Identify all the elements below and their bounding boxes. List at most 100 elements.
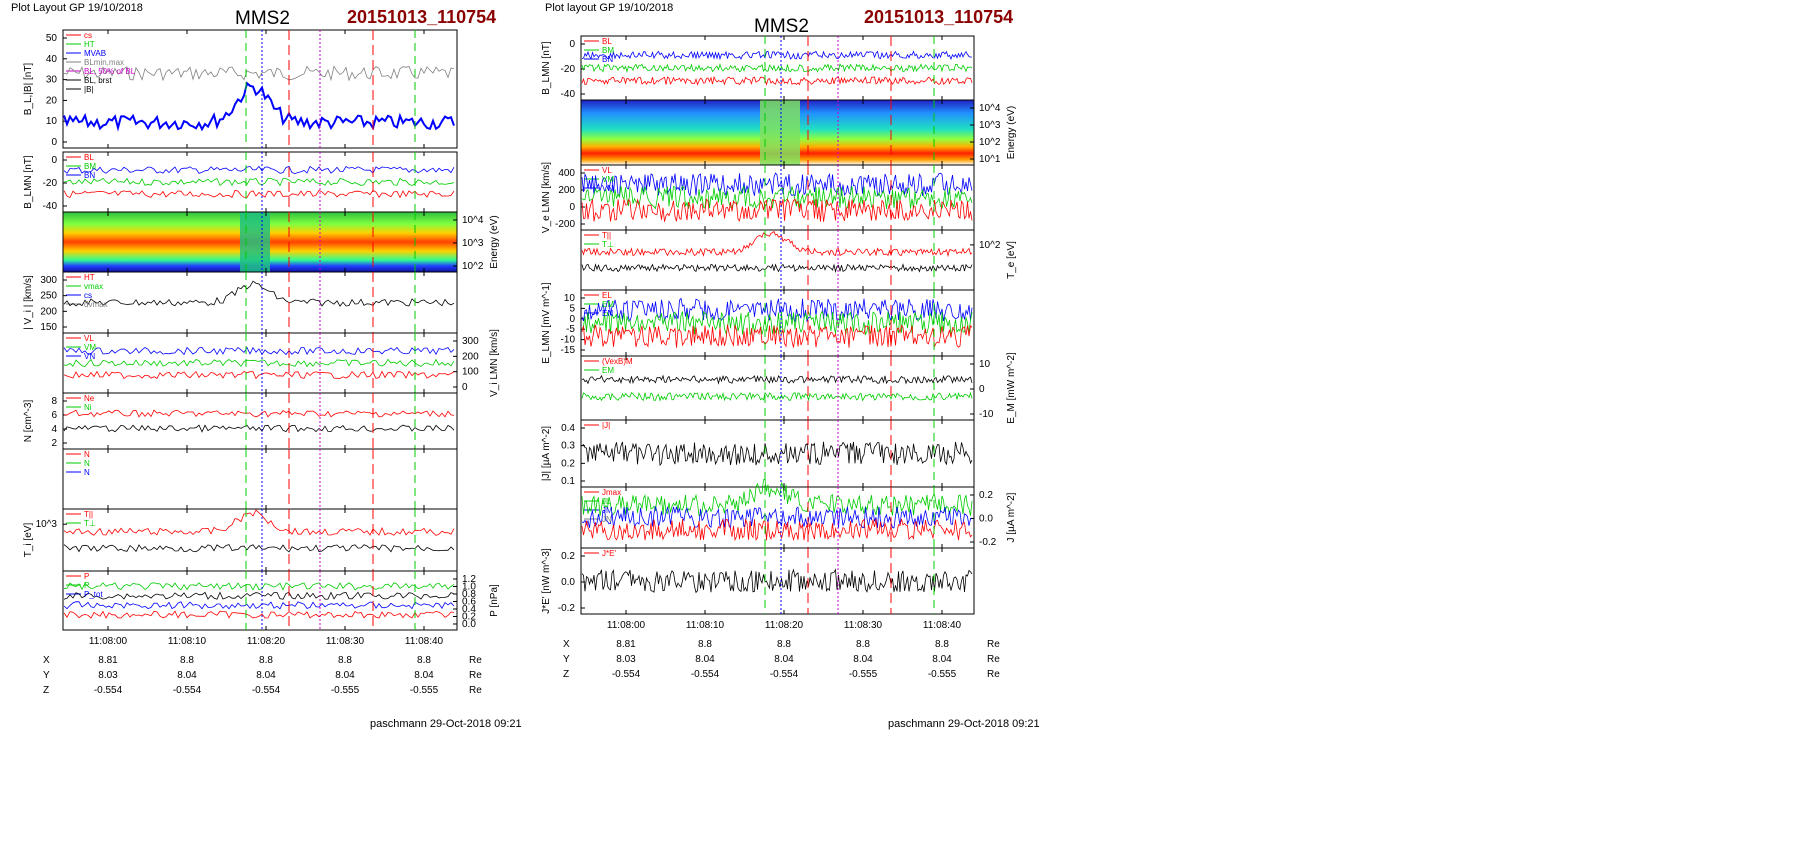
legend-entry: HT bbox=[84, 273, 95, 282]
ephem-value: -0.555 bbox=[410, 685, 439, 696]
ephem-label: Z bbox=[563, 669, 569, 680]
time-label: 11:08:40 bbox=[923, 620, 962, 631]
y-axis-label: B_L,|B| [nT] bbox=[23, 63, 34, 116]
y-tick-label: -40 bbox=[43, 201, 58, 212]
y-tick-label: 0.6 bbox=[462, 597, 476, 608]
data-trace bbox=[63, 591, 455, 600]
ephem-value: 8.04 bbox=[335, 670, 355, 681]
data-trace bbox=[581, 568, 973, 594]
left-panel-5: V_i LMN [km/s] bbox=[62, 329, 500, 397]
data-trace bbox=[581, 185, 973, 210]
y-axis-label: V_e LMN [km/s] bbox=[541, 162, 552, 233]
data-trace bbox=[581, 75, 973, 86]
y-tick-label: 40 bbox=[46, 54, 58, 65]
legend-entry: cs bbox=[84, 291, 92, 300]
y-tick-label: -10 bbox=[979, 409, 994, 420]
time-label: 11:08:40 bbox=[405, 636, 444, 647]
y-tick-label: 0 bbox=[569, 39, 575, 50]
panel-frame bbox=[580, 419, 975, 488]
ephem-label: X bbox=[563, 639, 570, 650]
legend-entry: VN bbox=[84, 352, 95, 361]
y-axis-label: T_i [eV] bbox=[23, 523, 34, 558]
ephem-value: 8.8 bbox=[259, 655, 273, 666]
ephem-label: Y bbox=[563, 654, 570, 665]
legend-entry: BM bbox=[602, 46, 614, 55]
legend-entry: BN bbox=[602, 55, 613, 64]
y-axis-label: |J| [µA m^-2] bbox=[541, 426, 552, 481]
panel-frame bbox=[62, 392, 458, 450]
y-tick-label: -20 bbox=[561, 64, 576, 75]
legend-entry: EL bbox=[602, 291, 612, 300]
legend-entry: N bbox=[84, 468, 90, 477]
panel-frame bbox=[62, 508, 458, 572]
y-tick-label: -10 bbox=[561, 335, 576, 346]
data-trace bbox=[63, 370, 455, 380]
y-axis-label: P [nPa] bbox=[489, 584, 500, 617]
data-trace bbox=[63, 81, 455, 132]
y-axis-label: B_LMN [nT] bbox=[23, 155, 34, 209]
y-axis-label: Energy (eV) bbox=[489, 215, 500, 268]
y-tick-label: -0.2 bbox=[979, 537, 997, 548]
data-trace bbox=[63, 165, 455, 175]
ephem-unit: Re bbox=[469, 685, 482, 696]
y-tick-label: 0 bbox=[569, 202, 575, 213]
y-tick-label: -15 bbox=[561, 345, 576, 356]
ephem-value: 8.8 bbox=[935, 639, 949, 650]
y-tick-label: 10^2 bbox=[462, 261, 484, 272]
y-tick-label: 0.4 bbox=[462, 604, 476, 615]
y-axis-label: | V_i | [km/s] bbox=[23, 275, 34, 330]
ephem-unit: Re bbox=[987, 654, 1000, 665]
ephem-value: 8.8 bbox=[777, 639, 791, 650]
time-label: 11:08:20 bbox=[247, 636, 286, 647]
y-tick-label: 10^3 bbox=[462, 238, 484, 249]
ephem-value: 8.8 bbox=[417, 655, 431, 666]
data-trace bbox=[63, 65, 455, 82]
data-trace bbox=[63, 509, 455, 536]
time-label: 11:08:00 bbox=[607, 620, 646, 631]
data-trace bbox=[63, 582, 455, 591]
y-tick-label: 10^2 bbox=[979, 137, 1001, 148]
legend-entry: MVAB bbox=[84, 49, 106, 58]
y-axis-label: B_LMN [nT] bbox=[541, 41, 552, 95]
data-trace bbox=[581, 50, 973, 61]
data-trace bbox=[63, 280, 455, 307]
legend-entry: cs bbox=[84, 31, 92, 40]
legend-entry: VN bbox=[602, 184, 613, 193]
right-footer: paschmann 29-Oct-2018 09:21 bbox=[888, 718, 1040, 730]
legend-entry: JN bbox=[602, 515, 612, 524]
ephem-value: 8.8 bbox=[856, 639, 870, 650]
data-trace bbox=[581, 297, 973, 323]
y-axis-label: E_M [mW m^-2] bbox=[1006, 352, 1017, 424]
ephem-label: Y bbox=[43, 670, 50, 681]
data-trace bbox=[581, 198, 973, 222]
ephem-value: 8.04 bbox=[695, 654, 715, 665]
y-tick-label: 250 bbox=[40, 291, 57, 302]
y-tick-label: -200 bbox=[555, 219, 575, 230]
y-tick-label: 10^3 bbox=[36, 519, 58, 530]
data-trace bbox=[581, 324, 973, 348]
y-tick-label: 10^4 bbox=[979, 103, 1001, 114]
y-tick-label: 10 bbox=[46, 116, 58, 127]
legend-entry: Jmax bbox=[602, 488, 621, 497]
panel-frame bbox=[580, 229, 975, 291]
panel-frame bbox=[580, 164, 975, 231]
legend-entry: JM bbox=[602, 506, 613, 515]
y-tick-label: 4 bbox=[51, 424, 57, 435]
y-tick-label: 0.3 bbox=[561, 441, 575, 452]
ephem-unit: Re bbox=[469, 655, 482, 666]
legend-entry: dvmax bbox=[84, 300, 108, 309]
left-panel-3: Energy (eV) bbox=[62, 211, 500, 273]
y-tick-label: 10^3 bbox=[979, 120, 1001, 131]
y-tick-label: 0.4 bbox=[561, 423, 575, 434]
y-axis-label: V_i LMN [km/s] bbox=[489, 329, 500, 397]
spectrogram-dip bbox=[760, 100, 800, 165]
legend-entry: VM bbox=[602, 175, 614, 184]
y-tick-label: 0 bbox=[462, 382, 468, 393]
time-label: 11:08:10 bbox=[686, 620, 725, 631]
spectrogram-dip bbox=[240, 212, 270, 272]
ephem-value: 8.81 bbox=[616, 639, 636, 650]
y-tick-label: 8 bbox=[51, 396, 57, 407]
right-panel-9: J*E' [nW m^-3] bbox=[541, 547, 975, 615]
legend-entry: HT bbox=[84, 40, 95, 49]
panel-frame bbox=[62, 271, 458, 334]
